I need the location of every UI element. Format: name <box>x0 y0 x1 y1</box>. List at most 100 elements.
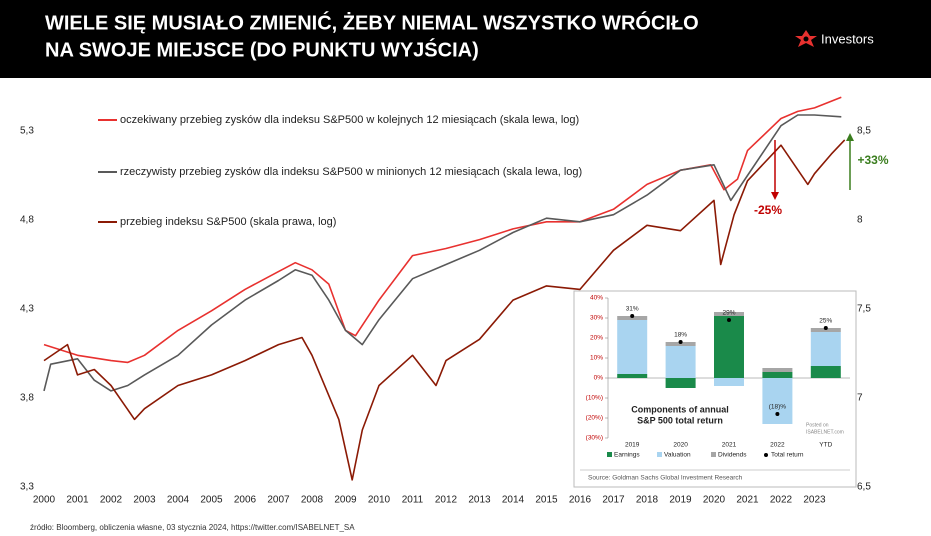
series-line <box>43 114 842 392</box>
y-tick-label: 3,3 <box>20 482 34 493</box>
legend-label: Valuation <box>664 452 691 459</box>
legend-label: przebieg indeksu S&P500 (skala prawa, lo… <box>120 216 336 228</box>
x-tick-label: 2023 <box>803 495 826 506</box>
x-tick-label: 2009 <box>334 495 357 506</box>
x-tick-label: 2022 <box>770 495 793 506</box>
y-tick-label: (30%) <box>586 435 603 442</box>
series-line <box>43 96 842 364</box>
x-tick-label: 2008 <box>301 495 324 506</box>
x-tick-label: 2015 <box>535 495 558 506</box>
legend-swatch <box>711 452 716 457</box>
y-tick-label: 40% <box>590 295 603 302</box>
bar-segment <box>665 346 696 378</box>
value-label: 18% <box>674 332 687 339</box>
arrow-down <box>771 140 779 200</box>
bar-segment <box>810 366 841 378</box>
x-tick-label: 2002 <box>100 495 123 506</box>
value-label: 31% <box>626 306 639 313</box>
y-tick-label: (10%) <box>586 395 603 402</box>
total-marker <box>678 340 683 344</box>
inset-title: Components of annual <box>631 404 729 414</box>
posted-note: ISABELNET.com <box>806 429 844 435</box>
y-tick-label: 10% <box>590 355 603 362</box>
bar-segment <box>714 312 744 316</box>
y2-tick-label: 6,5 <box>857 482 871 493</box>
y-tick-label: 0% <box>594 375 604 382</box>
y-tick-label: 5,3 <box>20 126 34 137</box>
bar-segment <box>762 372 793 378</box>
arrow-up <box>846 133 854 190</box>
title-line: NA SWOJE MIEJSCE (DO PUNKTU WYJŚCIA) <box>45 37 479 61</box>
total-marker <box>775 412 780 416</box>
bar-segment <box>762 368 793 372</box>
x-tick-label: 2007 <box>267 495 290 506</box>
main-chart: 2000 2001 2002 2003 2004 2005 2006 2007 2008 2009… <box>20 96 871 506</box>
x-tick-label: 2019 <box>669 495 692 506</box>
value-label: 25% <box>819 318 832 325</box>
bar-segment <box>665 378 696 388</box>
x-tick-label: 2001 <box>66 495 89 506</box>
x-tick-label: 2011 <box>402 495 424 506</box>
x-tick-label: 2013 <box>468 495 491 506</box>
bar-segment <box>714 316 744 378</box>
y-tick-label: 20% <box>590 335 603 342</box>
value-label: (18)% <box>769 404 787 411</box>
total-marker <box>727 318 731 322</box>
x-tick-label: 2004 <box>167 495 190 506</box>
logo-text: Investors <box>821 31 874 46</box>
total-marker <box>630 314 635 318</box>
y-tick-label: 4,3 <box>20 304 34 315</box>
x-tick-label: 2021 <box>736 495 759 506</box>
x-tick-label: 2022 <box>770 442 785 449</box>
bar-segment <box>617 374 648 378</box>
bar-segment <box>762 378 793 424</box>
x-tick-label: 2020 <box>703 495 726 506</box>
x-tick-label: 2016 <box>569 495 592 506</box>
total-marker <box>823 326 828 330</box>
x-tick-label: 2017 <box>602 495 625 506</box>
bar-segment <box>617 320 648 374</box>
y-tick-label: 30% <box>590 315 603 322</box>
legend-label: oczekiwany przebieg zysków dla indeksu S… <box>120 114 579 126</box>
x-tick-label: 2010 <box>368 495 391 506</box>
x-tick-label: 2005 <box>200 495 223 506</box>
x-tick-label: 2018 <box>636 495 659 506</box>
bar-segment <box>810 332 841 366</box>
x-tick-label: 2021 <box>722 442 737 449</box>
legend-swatch <box>764 453 768 457</box>
y-tick-label: 4,8 <box>20 215 34 226</box>
inset-title: S&P 500 total return <box>637 415 723 425</box>
bar-segment <box>714 378 744 386</box>
legend-label: Total return <box>771 452 804 459</box>
inset-source: Source: Goldman Sachs Global Investment … <box>588 475 743 482</box>
value-label: 29% <box>722 310 735 317</box>
annotation: -25% <box>754 203 782 217</box>
x-tick-label: 2014 <box>502 495 525 506</box>
y2-tick-label: 7,5 <box>857 304 871 315</box>
x-tick-label: 2019 <box>625 442 640 449</box>
y2-tick-label: 7 <box>857 393 863 404</box>
y2-tick-label: 8,5 <box>857 126 871 137</box>
x-tick-label: YTD <box>819 442 832 449</box>
x-tick-label: 2003 <box>133 495 156 506</box>
header-band <box>0 0 931 78</box>
legend-label: Earnings <box>614 452 640 459</box>
x-tick-label: 2012 <box>435 495 458 506</box>
y-tick-label: (20%) <box>586 415 603 422</box>
x-tick-label: 2020 <box>673 442 688 449</box>
legend-label: Dividends <box>718 452 747 459</box>
legend-label: rzeczywisty przebieg zysków dla indeksu … <box>120 166 582 178</box>
legend-swatch <box>607 452 612 457</box>
series-line <box>43 139 846 481</box>
legend-swatch <box>657 452 662 457</box>
posted-note: Posted on <box>806 422 829 428</box>
x-tick-label: 2000 <box>33 495 56 506</box>
inset-chart: 40% 30% 20% 10% 0% (10%) (20%) (30%) 2019 31% 2020… <box>586 295 850 459</box>
x-tick-label: 2006 <box>234 495 257 506</box>
source: źródło: Bloomberg, obliczenia własne, 03… <box>30 523 355 532</box>
y2-tick-label: 8 <box>857 215 863 226</box>
title-line: WIELE SIĘ MUSIAŁO ZMIENIĆ, ŻEBY NIEMAL W… <box>45 10 699 34</box>
annotation: +33% <box>857 153 888 167</box>
y-tick-label: 3,8 <box>20 393 34 404</box>
